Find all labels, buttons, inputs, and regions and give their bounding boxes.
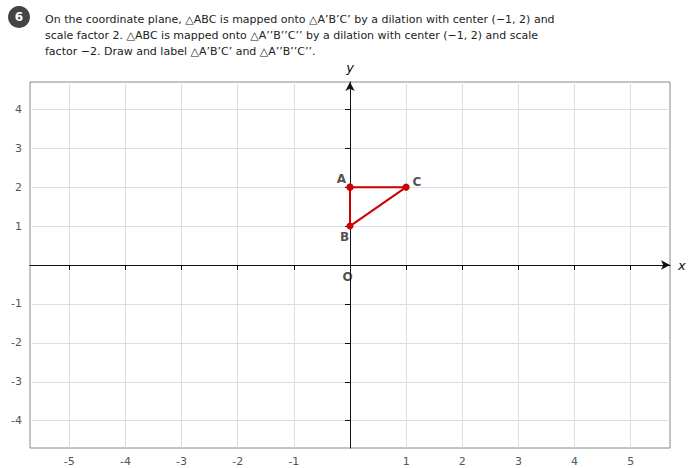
svg-text:On the coordinate plane, △ABC: On the coordinate plane, △ABC is mapped …: [45, 13, 555, 26]
svg-text:y: y: [345, 60, 354, 75]
svg-text:2: 2: [15, 181, 22, 194]
svg-text:-2: -2: [11, 336, 22, 349]
svg-text:-4: -4: [11, 414, 22, 427]
svg-text:3: 3: [515, 455, 522, 468]
svg-text:-3: -3: [11, 375, 22, 388]
svg-text:5: 5: [627, 455, 634, 468]
svg-text:-1: -1: [11, 297, 22, 310]
svg-text:1: 1: [403, 455, 410, 468]
svg-text:O: O: [343, 270, 353, 284]
svg-text:4: 4: [571, 455, 578, 468]
svg-text:x: x: [677, 258, 686, 273]
svg-text:6: 6: [15, 10, 23, 24]
svg-text:1: 1: [15, 220, 22, 233]
svg-text:C: C: [412, 175, 421, 189]
svg-text:A: A: [337, 172, 347, 186]
svg-text:2: 2: [459, 455, 466, 468]
svg-text:4: 4: [15, 103, 22, 116]
svg-text:B: B: [340, 230, 349, 244]
svg-text:-5: -5: [64, 455, 75, 468]
svg-text:-3: -3: [176, 455, 187, 468]
svg-text:-2: -2: [232, 455, 243, 468]
svg-text:factor −2. Draw and label △A’B: factor −2. Draw and label △A’B’C’ and △A…: [45, 45, 316, 58]
svg-text:3: 3: [15, 142, 22, 155]
svg-text:scale factor 2. △ABC is mapped: scale factor 2. △ABC is mapped onto △A’’…: [45, 29, 538, 42]
svg-text:-4: -4: [120, 455, 131, 468]
svg-text:-1: -1: [288, 455, 299, 468]
